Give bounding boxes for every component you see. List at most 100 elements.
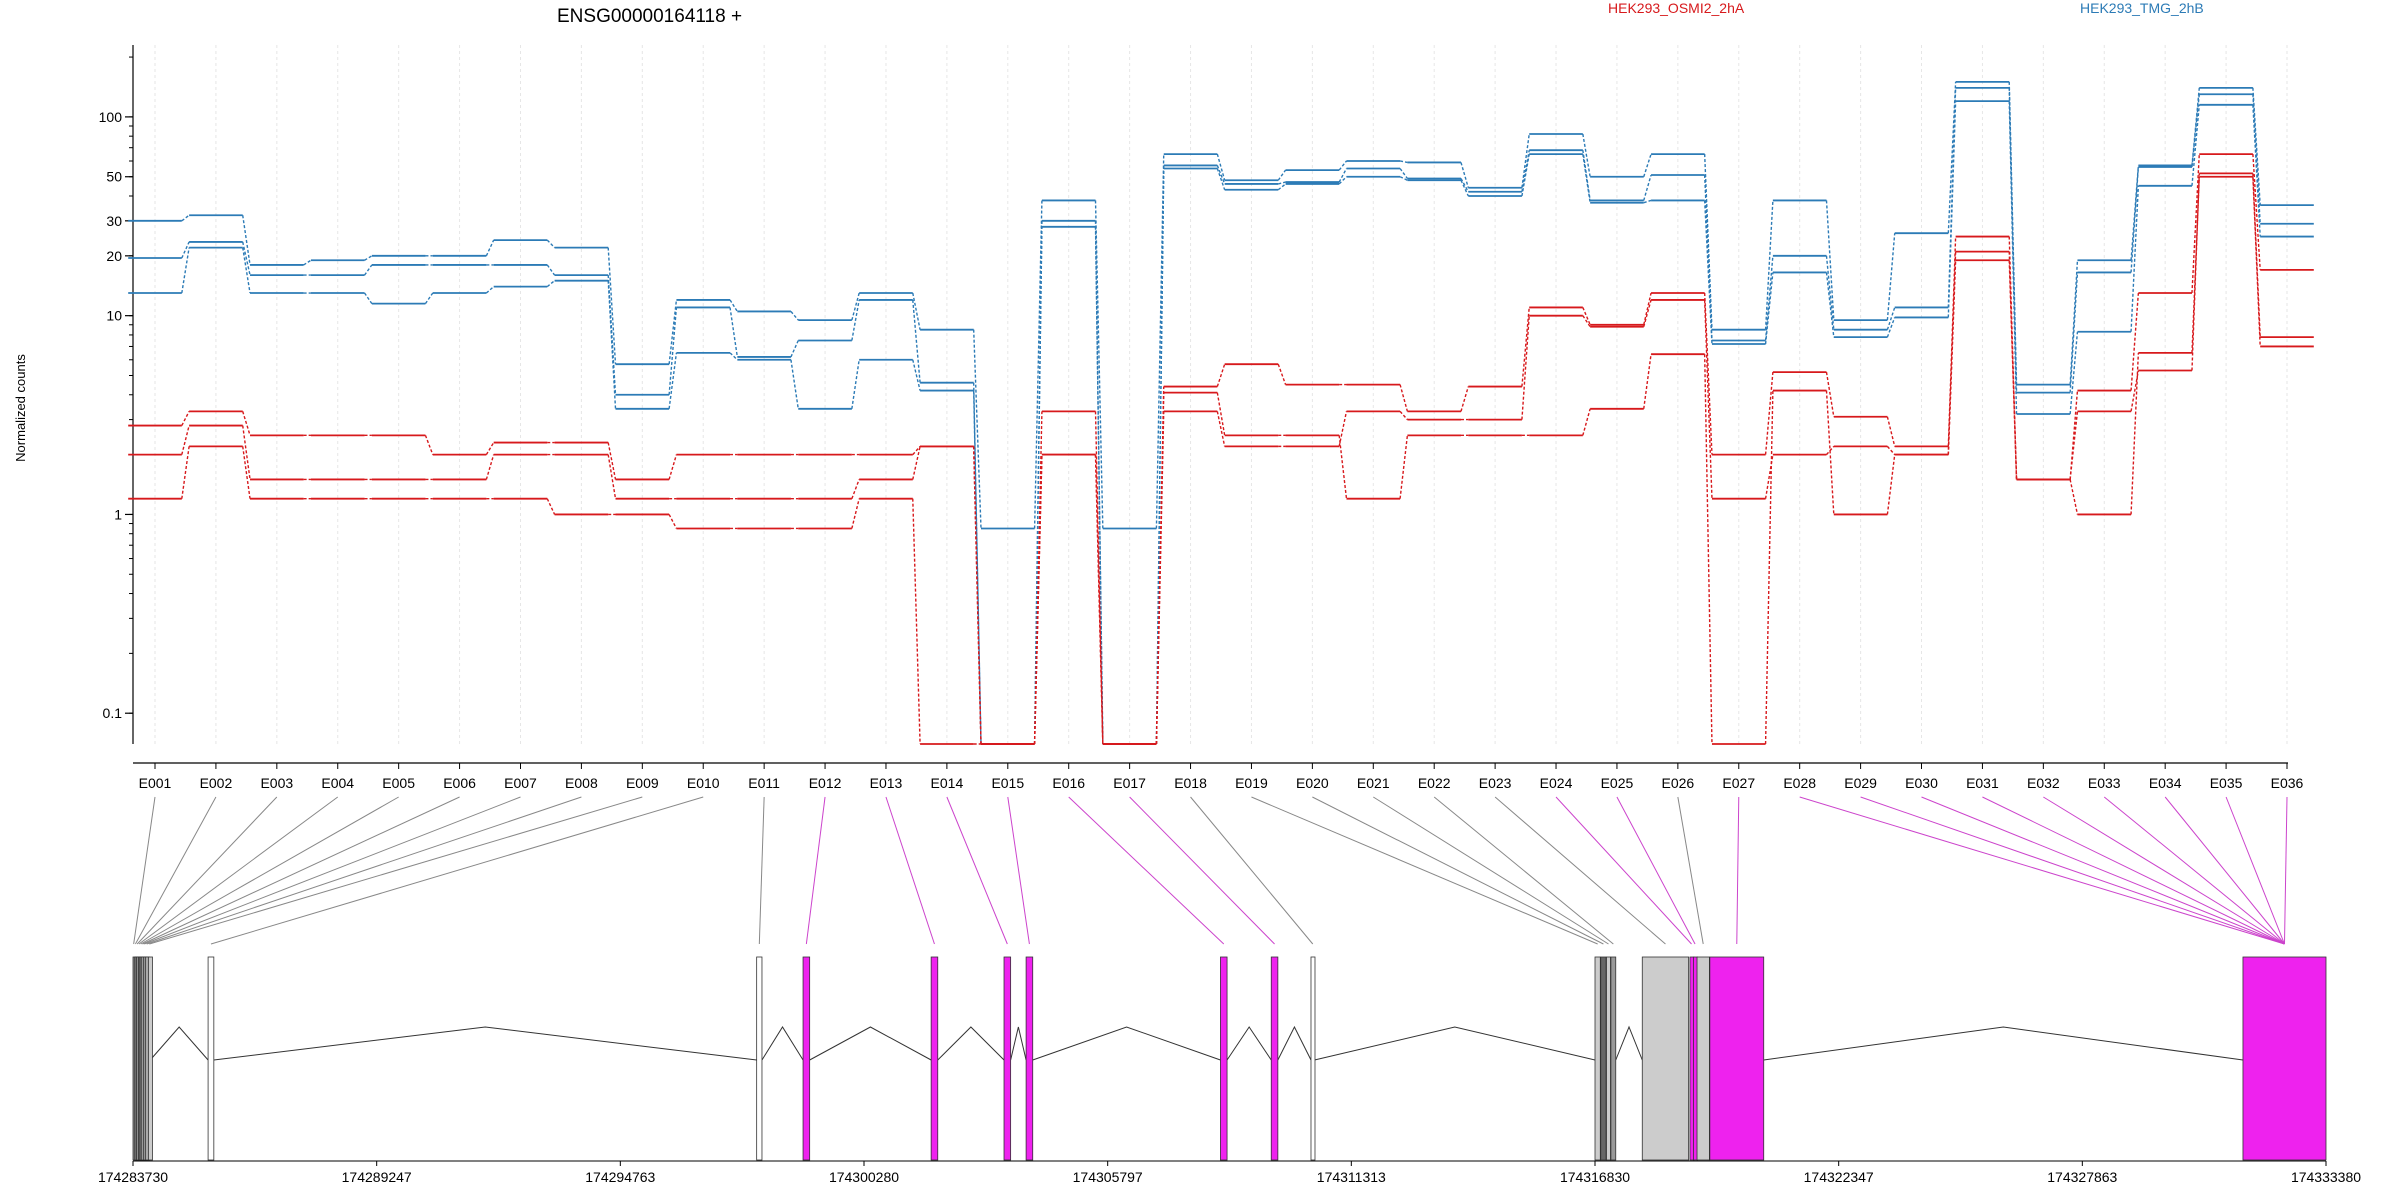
x-tick-label: E015: [991, 775, 1024, 791]
x-tick-label: E022: [1418, 775, 1451, 791]
series-connector: [2130, 185, 2140, 332]
series-connector: [1399, 435, 1409, 499]
exon-connector-lines: [133, 796, 2288, 945]
exon-connector: [2103, 796, 2285, 945]
series-connector: [181, 247, 190, 294]
exon-connector: [1068, 796, 1225, 945]
series-connector: [1582, 133, 1591, 177]
series-connector: [1399, 410, 1408, 421]
series-connector: [1582, 408, 1591, 436]
series-connector: [1643, 354, 1652, 409]
exon-box: [1696, 956, 1710, 1161]
series-line: [128, 80, 2314, 530]
genomic-coordinate-axis: 174283730 174289247 174294763 174300280 1743…: [98, 1160, 2361, 1185]
x-tick-label: E026: [1662, 775, 1695, 791]
series-line: [128, 172, 2314, 745]
x-tick-label: E031: [1966, 775, 1999, 791]
series-connector: [1521, 153, 1530, 197]
coord-tick-label: 174294763: [585, 1169, 655, 1185]
series-connector: [1216, 165, 1226, 185]
exon-connector: [1799, 796, 2285, 945]
series-connector: [2130, 165, 2140, 261]
x-tick-label: E036: [2271, 775, 2304, 791]
chart-title: ENSG00000164118 +: [557, 6, 742, 27]
series-connector: [1338, 176, 1347, 185]
x-tick-label: E006: [443, 775, 476, 791]
series-connector: [2069, 479, 2079, 515]
series-connector: [1155, 168, 1165, 745]
x-tick-label: E008: [565, 775, 598, 791]
series-connector: [2252, 176, 2261, 347]
exon-connector: [146, 796, 582, 945]
series-connector: [851, 299, 860, 341]
exon-box: [756, 956, 763, 1161]
series-connector: [1582, 153, 1591, 203]
series-connector: [2191, 87, 2200, 166]
exon-connector: [144, 796, 521, 945]
series-connector: [851, 479, 860, 499]
y-tick-label: 0.1: [103, 705, 123, 721]
coord-tick-label: 174289247: [342, 1169, 412, 1185]
exon-box: [1025, 956, 1034, 1161]
series-connector: [242, 215, 251, 266]
coord-tick-label: 174333380: [2291, 1169, 2361, 1185]
y-tick-label: 100: [99, 109, 123, 125]
series-connector: [1216, 411, 1226, 447]
series-connector: [2191, 154, 2200, 294]
exon-connector: [885, 796, 935, 945]
series-connector: [2069, 331, 2079, 415]
exon-box: [207, 956, 215, 1161]
series-connector: [181, 241, 190, 259]
series-connector: [2252, 154, 2261, 270]
x-tick-label: E032: [2027, 775, 2060, 791]
series-connector: [242, 411, 251, 436]
x-tick-label: E013: [870, 775, 903, 791]
x-tick-label: E017: [1113, 775, 1146, 791]
series-connector: [1521, 133, 1530, 188]
x-tick-label: E009: [626, 775, 659, 791]
exon-box: [1270, 956, 1279, 1161]
exon-connector: [1251, 796, 1598, 945]
series-connector: [2008, 260, 2018, 480]
series-connector: [607, 247, 617, 365]
series-connector: [972, 329, 982, 529]
exon-connector: [1555, 796, 1692, 945]
series-connector: [668, 352, 678, 409]
series-connector: [1521, 307, 1530, 387]
series-connector: [1764, 200, 1774, 330]
series-connector: [1886, 317, 1896, 338]
exon-box: [1003, 956, 1012, 1161]
series-connector: [363, 264, 373, 276]
exon-connector: [136, 796, 278, 945]
series-connector: [1825, 272, 1835, 338]
x-tick-label: E027: [1722, 775, 1755, 791]
series-connector: [2252, 87, 2261, 206]
intron-line: [809, 1026, 932, 1061]
series-connector: [1886, 307, 1896, 330]
exon-connector: [2225, 796, 2285, 945]
series-connector: [1216, 392, 1226, 436]
series-connector: [1764, 390, 1774, 745]
series-connector: [790, 311, 799, 321]
series-connector: [851, 498, 860, 529]
series-connector: [1033, 200, 1043, 529]
series-connector: [2191, 104, 2200, 186]
exon-box: [1709, 956, 1765, 1161]
exon-box: [1594, 956, 1601, 1161]
series-lines: [128, 80, 2314, 745]
exon-connector: [946, 796, 1008, 945]
series-connector: [1460, 386, 1469, 412]
series-connector: [1886, 233, 1896, 321]
coord-tick-label: 174316830: [1560, 1169, 1630, 1185]
x-tick-label: E023: [1479, 775, 1512, 791]
series-connector: [1764, 372, 1774, 455]
exon-connector: [210, 796, 704, 945]
series-connector: [1094, 454, 1104, 745]
gene-model: [132, 956, 2327, 1161]
series-connector: [1033, 454, 1043, 745]
series-connector: [1703, 200, 1713, 345]
x-tick-label: E028: [1783, 775, 1816, 791]
series-connector: [1460, 179, 1469, 197]
x-tick-label: E001: [139, 775, 172, 791]
x-tick-label: E021: [1357, 775, 1390, 791]
